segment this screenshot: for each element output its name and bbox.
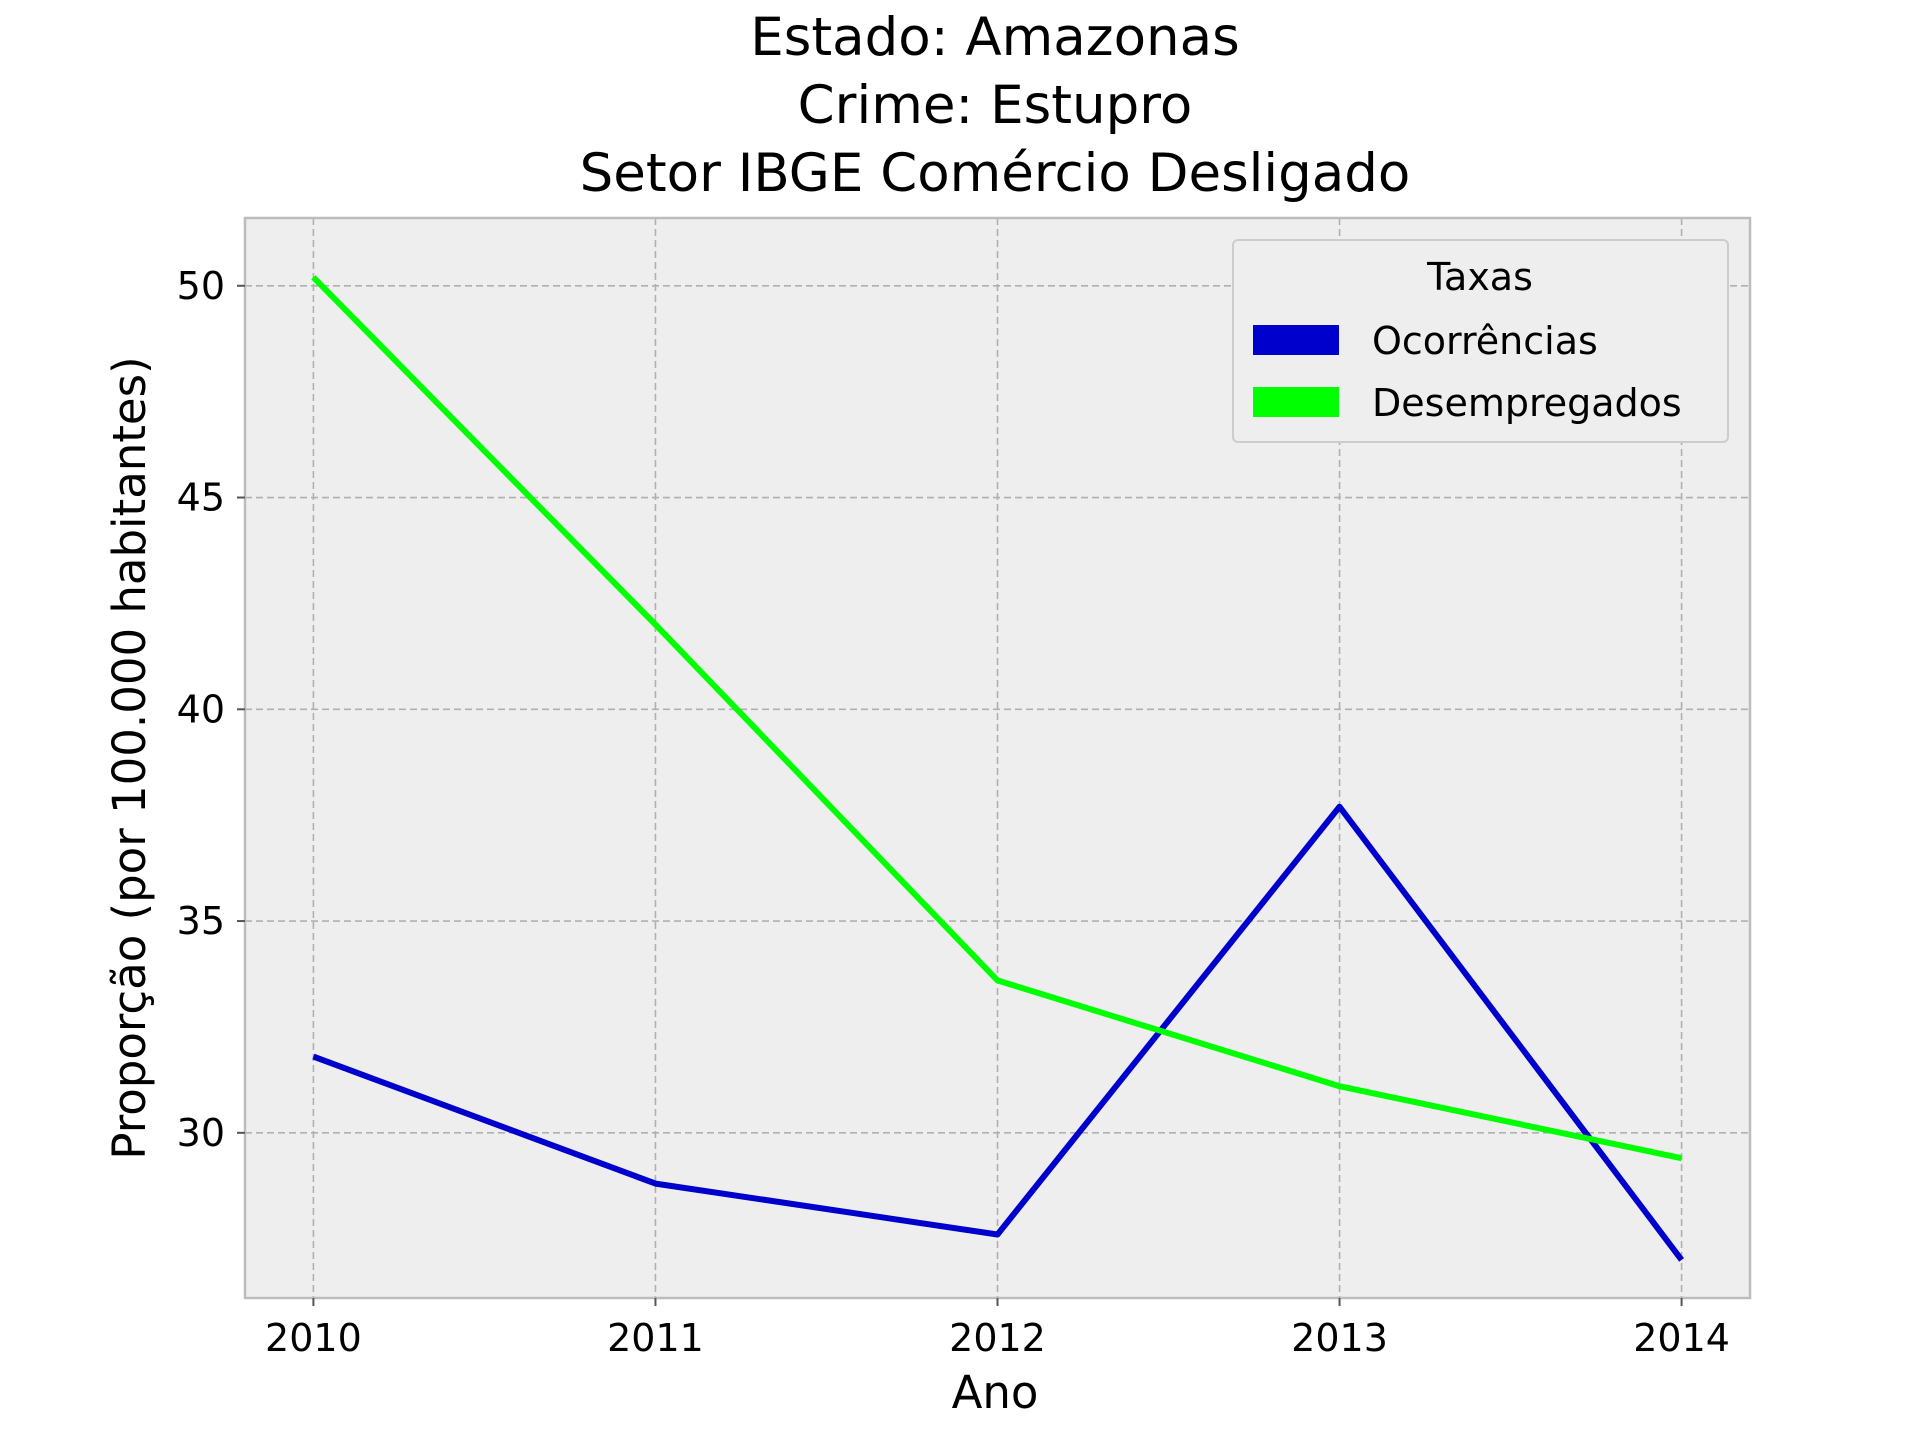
x-axis-label: Ano: [952, 1366, 1039, 1419]
legend-title: Taxas: [1426, 255, 1533, 299]
legend: Taxas Ocorrências Desempregados: [1232, 239, 1729, 443]
legend-box: [1232, 239, 1729, 443]
ticks: 2010 2011 2012 2013 2014 30 35 40 45 50: [177, 264, 1730, 1360]
y-tick-label: 30: [177, 1111, 225, 1155]
chart-title-line-2: Crime: Estupro: [798, 75, 1193, 136]
series-line-ocorrencias: [312, 803, 1684, 1262]
legend-swatch: [1253, 325, 1339, 355]
legend-swatch: [1253, 387, 1339, 417]
chart-title-line-1: Estado: Amazonas: [750, 7, 1239, 68]
x-tick-label: 2014: [1633, 1316, 1730, 1360]
x-tick-label: 2012: [949, 1316, 1046, 1360]
y-tick-label: 45: [177, 476, 225, 520]
legend-label: Desempregados: [1372, 381, 1682, 425]
legend-label: Ocorrências: [1372, 319, 1598, 363]
series-lines: [311, 275, 1684, 1262]
x-tick-label: 2013: [1291, 1316, 1388, 1360]
x-tick-label: 2011: [607, 1316, 704, 1360]
series-line-desempregados: [311, 275, 1683, 1162]
legend-entries: Ocorrências Desempregados: [1253, 319, 1682, 425]
y-axis-label: Proporção (por 100.000 habitantes): [103, 356, 156, 1159]
y-tick-label: 40: [177, 687, 225, 731]
x-tick-label: 2010: [265, 1316, 362, 1360]
y-tick-label: 50: [177, 264, 225, 308]
chart-title-line-3: Setor IBGE Comércio Desligado: [580, 143, 1411, 204]
y-tick-label: 35: [177, 899, 225, 943]
